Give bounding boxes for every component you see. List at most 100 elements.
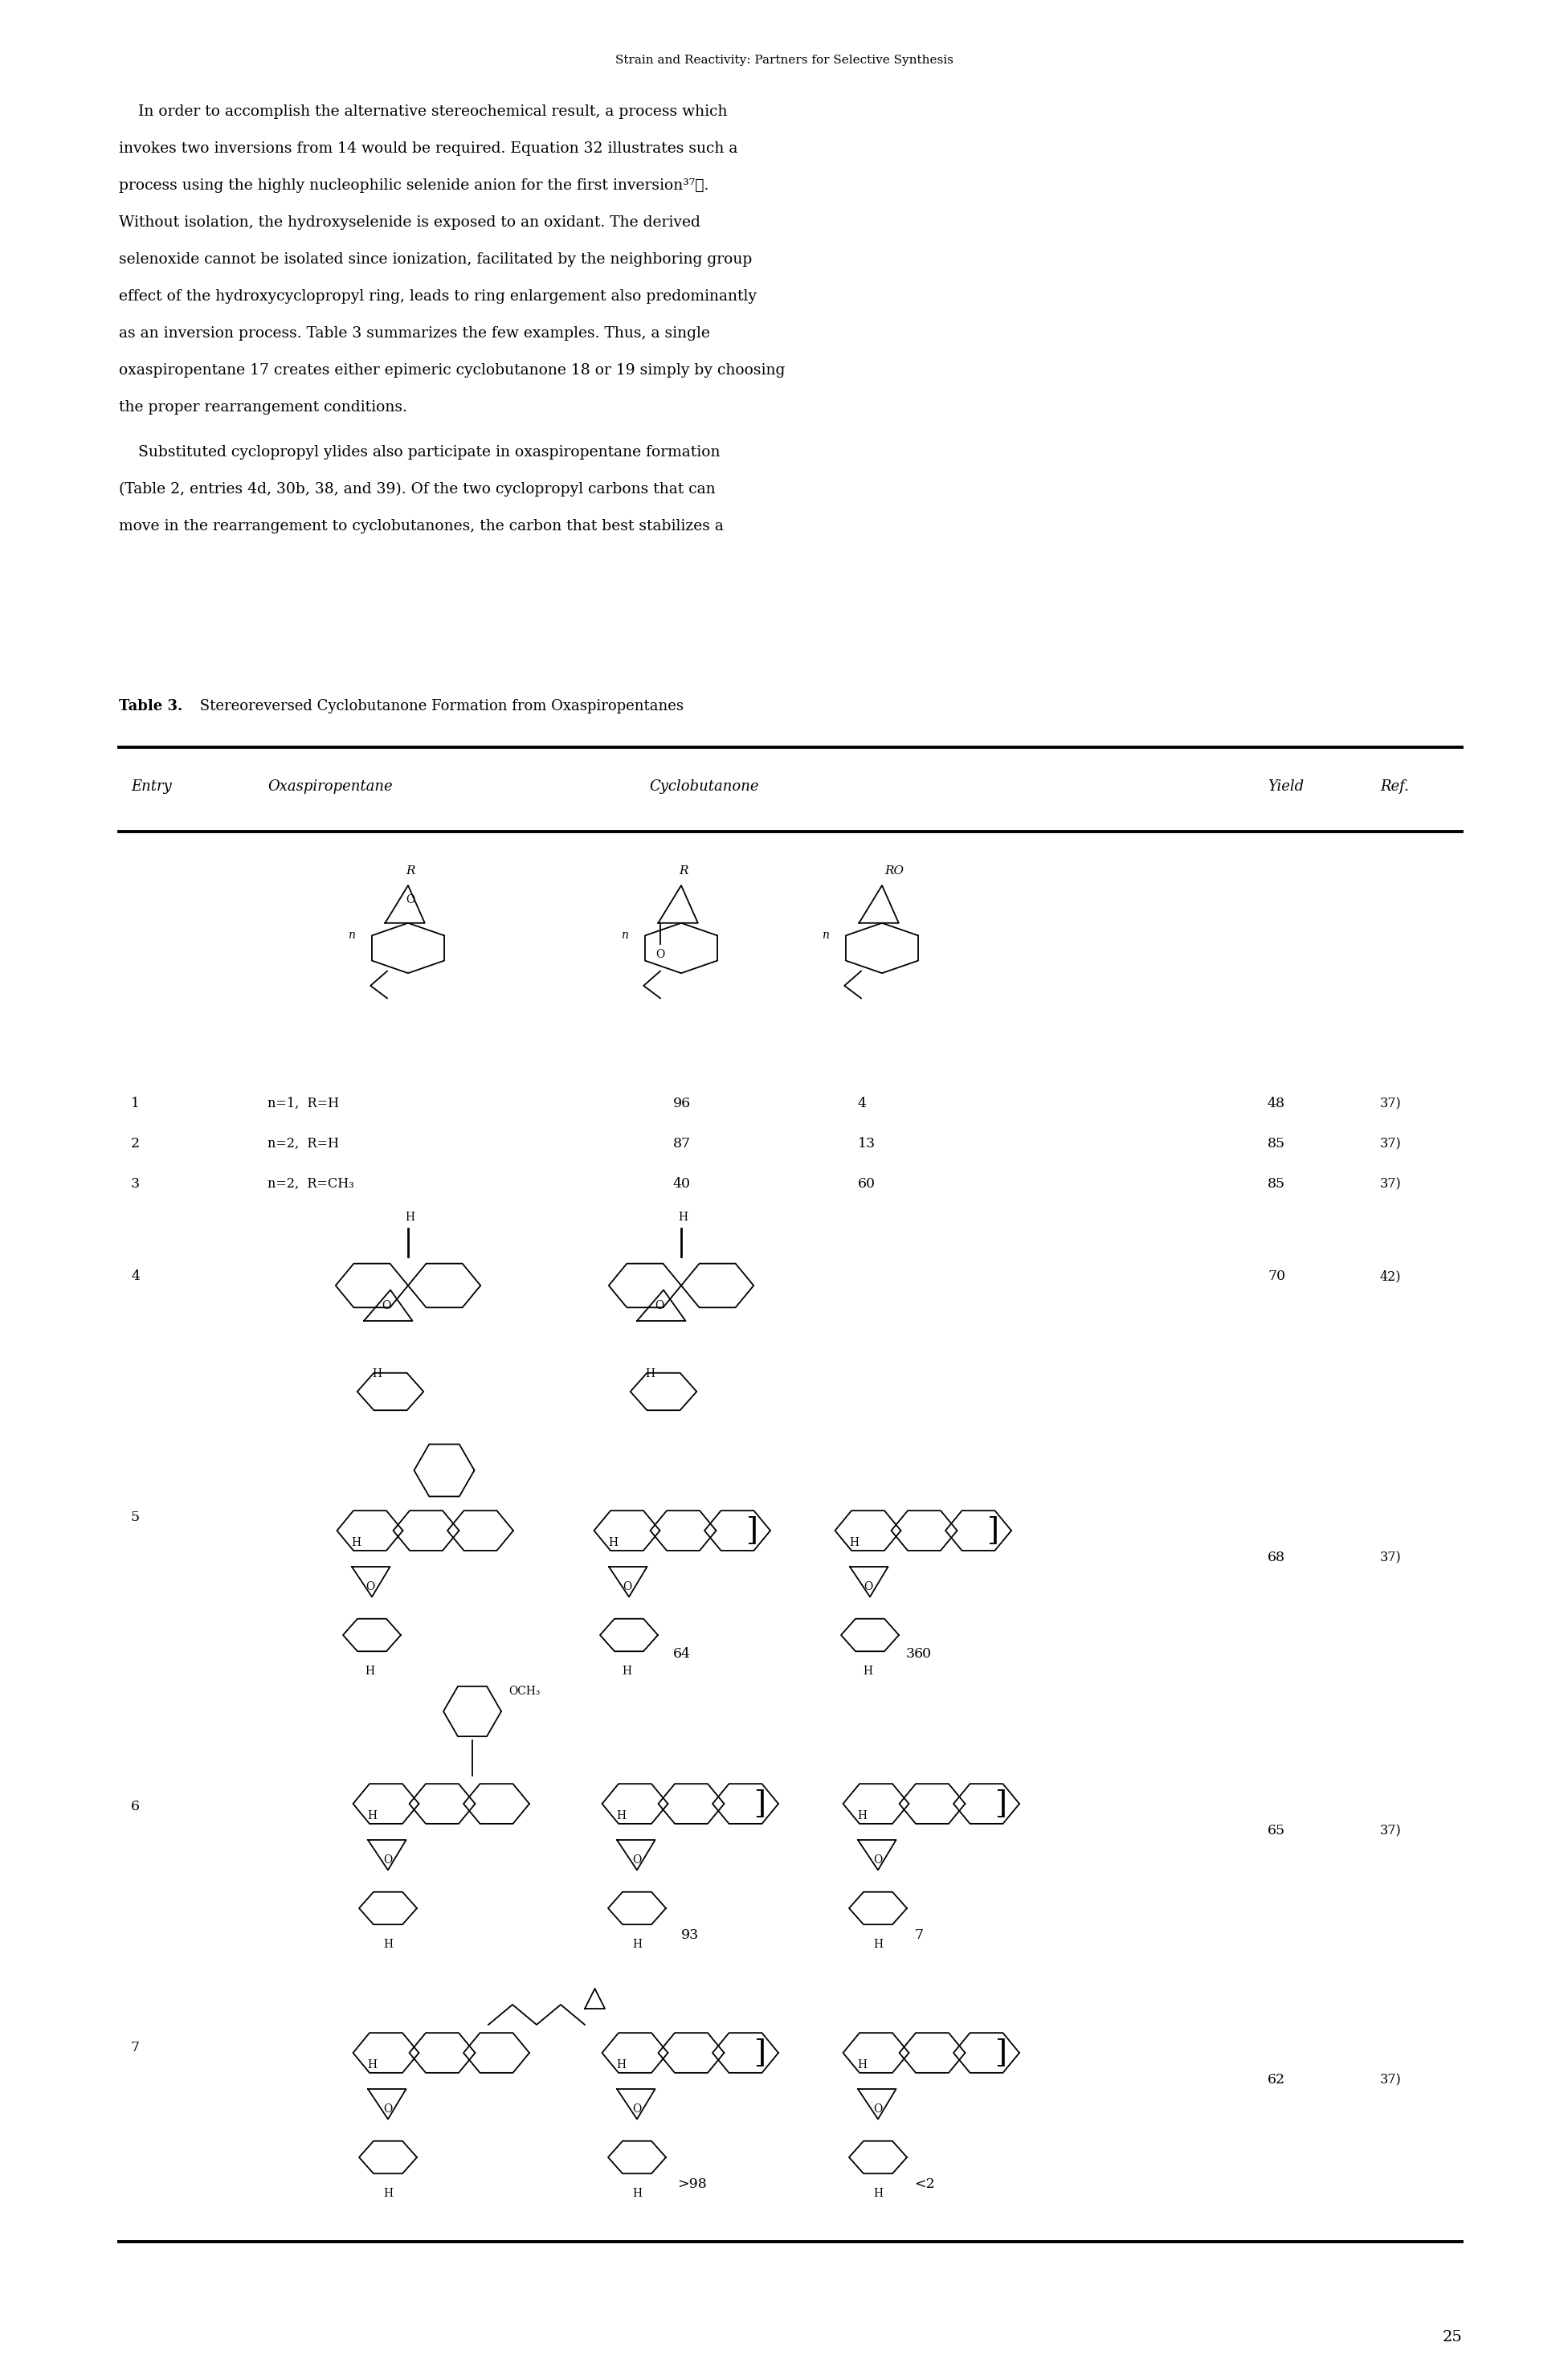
Text: O: O [384, 1853, 392, 1865]
Text: H: H [372, 1368, 383, 1380]
Text: H: H [873, 1939, 883, 1950]
Text: O: O [655, 949, 665, 961]
Text: effect of the hydroxycyclopropyl ring, leads to ring enlargement also predominan: effect of the hydroxycyclopropyl ring, l… [119, 289, 757, 303]
Text: 2: 2 [132, 1136, 140, 1150]
Text: ]: ] [994, 1789, 1007, 1818]
Text: n=2,  R=H: n=2, R=H [268, 1136, 339, 1150]
Text: O: O [365, 1581, 375, 1593]
Text: process using the highly nucleophilic selenide anion for the first inversion³⁷⧥.: process using the highly nucleophilic se… [119, 178, 709, 192]
Text: 5: 5 [132, 1510, 140, 1524]
Text: 1: 1 [132, 1096, 140, 1110]
Text: >98: >98 [677, 2178, 707, 2192]
Text: ]: ] [754, 2038, 765, 2069]
Text: n: n [348, 930, 356, 942]
Text: H: H [848, 1536, 859, 1548]
Text: H: H [862, 1666, 873, 1676]
Text: ]: ] [986, 1515, 999, 1546]
Text: 93: 93 [681, 1929, 699, 1941]
Text: Oxaspiropentane: Oxaspiropentane [268, 779, 392, 793]
Text: 48: 48 [1267, 1096, 1286, 1110]
Text: 36: 36 [906, 1647, 924, 1662]
Text: n=1,  R=H: n=1, R=H [268, 1096, 339, 1110]
Text: O: O [632, 1853, 641, 1865]
Text: 6: 6 [132, 1799, 140, 1813]
Text: R: R [406, 866, 416, 876]
Text: RO: RO [884, 866, 905, 876]
Text: ]: ] [754, 1789, 765, 1818]
Text: 7: 7 [914, 1929, 924, 1941]
Text: 4: 4 [858, 1096, 867, 1110]
Text: Yield: Yield [1267, 779, 1305, 793]
Text: H: H [383, 2187, 394, 2199]
Text: H: H [679, 1212, 688, 1224]
Text: selenoxide cannot be isolated since ionization, facilitated by the neighboring g: selenoxide cannot be isolated since ioni… [119, 253, 753, 267]
Text: Substituted cyclopropyl ylides also participate in oxaspiropentane formation: Substituted cyclopropyl ylides also part… [119, 445, 720, 459]
Text: 62: 62 [1267, 2073, 1286, 2088]
Text: 13: 13 [858, 1136, 875, 1150]
Text: 3: 3 [132, 1176, 140, 1191]
Text: 37): 37) [1380, 2073, 1402, 2088]
Text: 85: 85 [1267, 1136, 1286, 1150]
Text: n=2,  R=CH₃: n=2, R=CH₃ [268, 1176, 354, 1191]
Text: H: H [858, 1811, 867, 1823]
Text: ]: ] [994, 2038, 1007, 2069]
Text: O: O [384, 2104, 392, 2114]
Text: 85: 85 [1267, 1176, 1286, 1191]
Text: O: O [632, 2104, 641, 2114]
Text: O: O [381, 1299, 390, 1311]
Text: the proper rearrangement conditions.: the proper rearrangement conditions. [119, 400, 408, 414]
Text: <2: <2 [914, 2178, 935, 2192]
Text: O: O [873, 1853, 883, 1865]
Text: n: n [822, 930, 829, 942]
Text: H: H [646, 1368, 655, 1380]
Text: 70: 70 [1267, 1269, 1286, 1283]
Text: 60: 60 [858, 1176, 875, 1191]
Text: 37): 37) [1380, 1136, 1402, 1150]
Text: 96: 96 [673, 1096, 691, 1110]
Text: H: H [632, 1939, 641, 1950]
Text: move in the rearrangement to cyclobutanones, the carbon that best stabilizes a: move in the rearrangement to cyclobutano… [119, 518, 724, 533]
Text: H: H [616, 2059, 626, 2071]
Text: OCH₃: OCH₃ [508, 1685, 539, 1697]
Text: 64: 64 [673, 1647, 691, 1662]
Text: n: n [621, 930, 629, 942]
Text: (Table 2, entries 4d, 30b, 38, and 39). Of the two cyclopropyl carbons that can: (Table 2, entries 4d, 30b, 38, and 39). … [119, 483, 715, 497]
Text: Stereoreversed Cyclobutanone Formation from Oxaspiropentanes: Stereoreversed Cyclobutanone Formation f… [194, 698, 684, 712]
Text: H: H [406, 1212, 416, 1224]
Text: In order to accomplish the alternative stereochemical result, a process which: In order to accomplish the alternative s… [119, 104, 728, 118]
Text: 37): 37) [1380, 1096, 1402, 1110]
Text: 7: 7 [132, 2040, 140, 2055]
Text: H: H [365, 1666, 375, 1676]
Text: H: H [367, 2059, 376, 2071]
Text: H: H [383, 1939, 394, 1950]
Text: invokes two inversions from 14 would be required. Equation 32 illustrates such a: invokes two inversions from 14 would be … [119, 142, 737, 156]
Text: Table 3.: Table 3. [119, 698, 182, 712]
Text: 0: 0 [922, 1647, 931, 1662]
Text: Strain and Reactivity: Partners for Selective Synthesis: Strain and Reactivity: Partners for Sele… [615, 54, 953, 66]
Text: 68: 68 [1267, 1550, 1286, 1565]
Text: H: H [608, 1536, 618, 1548]
Text: 37): 37) [1380, 1825, 1402, 1837]
Text: as an inversion process. Table 3 summarizes the few examples. Thus, a single: as an inversion process. Table 3 summari… [119, 327, 710, 341]
Text: 65: 65 [1267, 1825, 1286, 1837]
Text: Cyclobutanone: Cyclobutanone [649, 779, 759, 793]
Text: H: H [622, 1666, 632, 1676]
Text: O: O [864, 1581, 872, 1593]
Text: O: O [622, 1581, 632, 1593]
Text: Without isolation, the hydroxyselenide is exposed to an oxidant. The derived: Without isolation, the hydroxyselenide i… [119, 215, 701, 230]
Text: Ref.: Ref. [1380, 779, 1410, 793]
Text: O: O [654, 1299, 663, 1311]
Text: H: H [367, 1811, 376, 1823]
Text: H: H [632, 2187, 641, 2199]
Text: H: H [616, 1811, 626, 1823]
Text: 4: 4 [132, 1269, 140, 1283]
Text: 25: 25 [1443, 2329, 1461, 2343]
Text: oxaspiropentane 17 creates either epimeric cyclobutanone 18 or 19 simply by choo: oxaspiropentane 17 creates either epimer… [119, 362, 786, 379]
Text: 87: 87 [673, 1136, 691, 1150]
Text: Entry: Entry [132, 779, 172, 793]
Text: ]: ] [745, 1515, 757, 1546]
Text: R: R [679, 866, 688, 876]
Text: 37): 37) [1380, 1550, 1402, 1565]
Text: H: H [858, 2059, 867, 2071]
Text: 42): 42) [1380, 1269, 1402, 1283]
